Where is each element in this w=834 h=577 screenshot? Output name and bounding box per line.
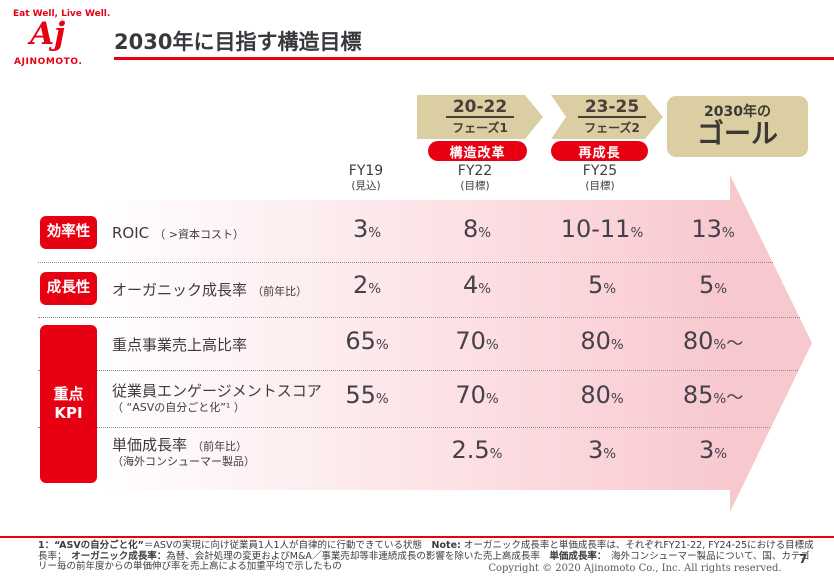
row-divider	[38, 370, 798, 371]
value-roic-fy19: 3%	[352, 215, 382, 243]
metric-organic-growth-name: オーガニック成長率	[112, 281, 248, 299]
row-divider	[38, 427, 770, 428]
value-engagement-fy25: 80%	[580, 381, 624, 409]
column-header-fy19: FY19 (見込)	[322, 163, 410, 193]
value-engagement-2030: 85%～	[682, 381, 744, 409]
column-header-fy25: FY25 (目標)	[556, 163, 644, 193]
fy19-label: FY19	[348, 163, 384, 179]
goal-prefix: 2030年の	[704, 104, 771, 121]
metric-organic-growth-note: （前年比）	[252, 285, 308, 298]
phase2-chevron: 23-25 フェーズ2	[551, 95, 663, 139]
fy22-label: FY22	[457, 163, 493, 179]
fy22-qualifier: (目標)	[460, 179, 490, 192]
value-unitprice-fy22: 2.5%	[451, 436, 503, 464]
phase1-years: 20-22	[446, 98, 514, 119]
metric-roic: ROIC （ >資本コスト）	[112, 223, 244, 242]
footer-divider	[0, 536, 834, 538]
metric-unit-price-growth: 単価成長率 （前年比） （海外コンシューマー製品）	[112, 434, 255, 469]
metric-unit-price-note: （前年比）	[192, 440, 248, 453]
phase1-chevron: 20-22 フェーズ1	[417, 95, 543, 139]
value-core-fy19: 65%	[345, 327, 389, 355]
metric-engagement-name: 従業員エンゲージメントスコア	[112, 382, 322, 400]
fy19-qualifier: (見込)	[351, 179, 381, 192]
row-divider	[38, 262, 773, 263]
goal-label: ゴール	[697, 118, 778, 150]
metric-core-business-sales-ratio: 重点事業売上高比率	[112, 334, 247, 355]
value-unitprice-2030: 3%	[698, 436, 728, 464]
value-organic-2030: 5%	[698, 271, 728, 299]
metric-roic-name: ROIC	[112, 224, 150, 242]
footnote-line: 長率； オーガニック成長率：為替、会計処理の変更およびM&A／事業売却等非連続成…	[38, 550, 810, 562]
metric-organic-growth: オーガニック成長率 （前年比）	[112, 279, 307, 300]
fy25-label: FY25	[582, 163, 618, 179]
ajinomoto-logo-icon: Aj	[30, 16, 66, 52]
metric-unit-price-sub: （海外コンシューマー製品）	[112, 455, 255, 468]
brand-name: AJINOMOTO.	[14, 57, 83, 67]
metric-roic-note: （ >資本コスト）	[154, 228, 244, 241]
category-badge-efficiency: 効率性	[40, 216, 97, 249]
value-core-fy22: 70%	[455, 327, 499, 355]
footnote-line: 1：“ASVの自分ごと化”＝ASVの実現に向け従業員1人1人が自律的に行動できて…	[38, 540, 814, 551]
value-organic-fy25: 5%	[587, 271, 617, 299]
page-number: 7	[799, 552, 808, 566]
footnotes: 1：“ASVの自分ごと化”＝ASVの実現に向け従業員1人1人が自律的に行動できて…	[38, 540, 826, 573]
value-roic-2030: 13%	[691, 215, 735, 243]
phase2-years: 23-25	[578, 98, 646, 119]
footnote-line: リー毎の前年度からの単価伸び率を売上高による加重平均で示したもの	[38, 561, 342, 572]
value-core-fy25: 80%	[580, 327, 624, 355]
value-organic-fy19: 2%	[352, 271, 382, 299]
phase2-badge: 再成長	[551, 141, 648, 161]
phase1-badge: 構造改革	[428, 141, 527, 161]
row-divider	[38, 317, 800, 318]
timeline-arrow	[108, 175, 812, 512]
phase1-name: フェーズ1	[452, 121, 508, 136]
value-roic-fy25: 10-11%	[560, 215, 644, 243]
metric-core-business-name: 重点事業売上高比率	[112, 336, 248, 354]
category-badge-growth: 成長性	[40, 272, 97, 305]
fy25-qualifier: (目標)	[585, 179, 615, 192]
goal-2030-box: 2030年の ゴール	[667, 96, 808, 157]
copyright: Copyright © 2020 Ajinomoto Co., Inc. All…	[488, 563, 782, 574]
value-organic-fy22: 4%	[462, 271, 492, 299]
brand-tagline: Eat Well, Live Well.	[13, 9, 111, 19]
value-roic-fy22: 8%	[462, 215, 492, 243]
key-kpi-line2: KPI	[54, 404, 83, 422]
value-core-2030: 80%～	[682, 327, 744, 355]
value-engagement-fy19: 55%	[345, 381, 389, 409]
value-unitprice-fy25: 3%	[587, 436, 617, 464]
column-header-fy22: FY22 (目標)	[431, 163, 519, 193]
category-badge-key-kpi: 重点 KPI	[40, 325, 97, 483]
phase2-name: フェーズ2	[584, 121, 640, 136]
value-engagement-fy22: 70%	[455, 381, 499, 409]
metric-engagement-sub: （ “ASVの自分ごと化”¹ ）	[112, 401, 245, 414]
metric-employee-engagement: 従業員エンゲージメントスコア （ “ASVの自分ごと化”¹ ）	[112, 380, 322, 415]
page-title: 2030年に目指す構造目標	[114, 30, 362, 54]
title-underline	[114, 57, 834, 60]
metric-unit-price-name: 単価成長率	[112, 436, 188, 454]
key-kpi-line1: 重点	[53, 384, 84, 403]
